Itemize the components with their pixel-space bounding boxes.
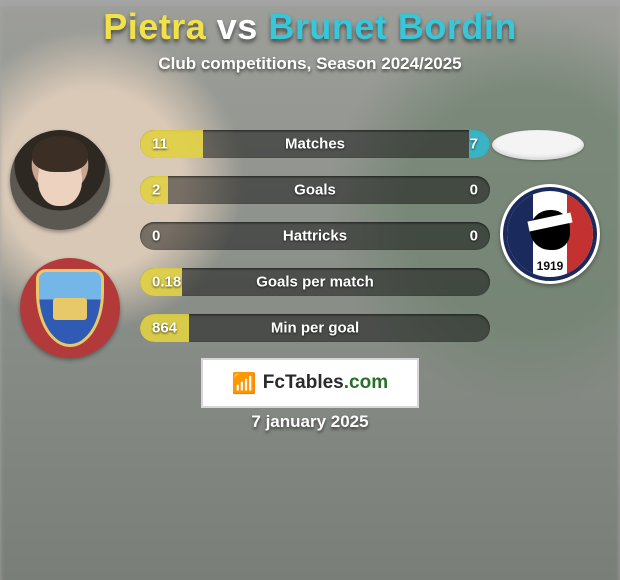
title: Pietra vs Brunet Bordin <box>0 6 620 48</box>
crest-year: 1919 <box>507 259 593 273</box>
player1-club-crest <box>20 258 120 358</box>
stat-fill-player1 <box>140 268 182 296</box>
brand-chart-icon: 📶 <box>232 371 257 396</box>
subtitle: Club competitions, Season 2024/2025 <box>0 54 620 74</box>
comparison-card: Pietra vs Brunet Bordin Club competition… <box>0 6 620 580</box>
player2-club-crest: 1919 <box>500 184 600 284</box>
stat-bar: 117Matches <box>140 130 490 158</box>
stat-bar: 20Goals <box>140 176 490 204</box>
player1-photo <box>10 130 110 230</box>
stat-bars: 117Matches20Goals00Hattricks0.18Goals pe… <box>140 130 490 360</box>
stat-bar: 0.18Goals per match <box>140 268 490 296</box>
stat-bar: 0 0Hattricks <box>140 222 490 250</box>
player2-name: Brunet Bordin <box>268 6 516 47</box>
brand-text-2: .com <box>344 372 388 393</box>
vs-word: vs <box>217 6 258 47</box>
player2-photo-placeholder <box>492 130 584 160</box>
player1-name: Pietra <box>103 6 206 47</box>
stat-label: Hattricks <box>140 228 490 245</box>
stat-value-player1: 0 <box>152 228 160 245</box>
crest-shield-icon <box>36 269 104 347</box>
stat-value-player2: 0 <box>470 182 478 199</box>
stat-fill-player1 <box>140 314 189 342</box>
brand-text-1: FcTables <box>263 372 344 393</box>
stat-fill-player2 <box>469 130 490 158</box>
stat-label: Min per goal <box>140 320 490 337</box>
brand-logo[interactable]: 📶 FcTables.com <box>201 358 419 408</box>
stat-label: Goals per match <box>140 274 490 291</box>
stat-label: Goals <box>140 182 490 199</box>
snapshot-date: 7 january 2025 <box>0 412 620 432</box>
stat-bar: 864Min per goal <box>140 314 490 342</box>
stat-fill-player1 <box>140 130 203 158</box>
stat-value-player2: 0 <box>470 228 478 245</box>
stat-fill-player1 <box>140 176 168 204</box>
